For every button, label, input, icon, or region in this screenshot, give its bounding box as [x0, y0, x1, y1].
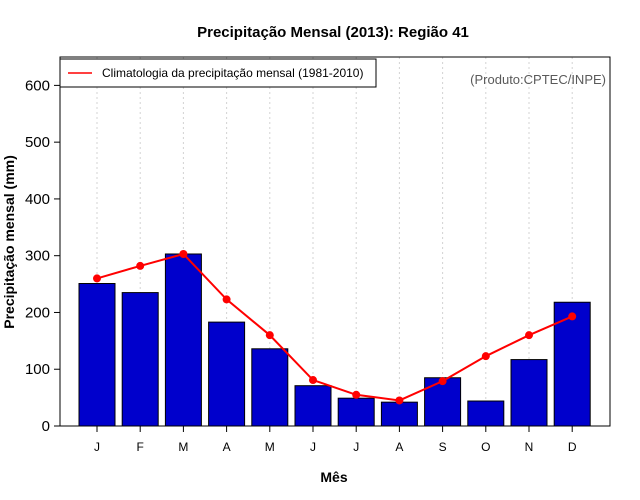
bar-8	[380, 401, 418, 427]
x-tick-label: D	[568, 440, 577, 454]
x-tick-label: M	[265, 440, 275, 454]
bar-5	[251, 348, 289, 427]
climatology-point-2	[136, 261, 145, 270]
bar-12	[553, 301, 591, 427]
y-axis: 0 100 200 300 400 500 600	[25, 77, 60, 435]
climatology-point-7	[352, 390, 361, 399]
x-tick-label: F	[137, 440, 144, 454]
x-tick-label: S	[439, 440, 447, 454]
climatology-line-layer	[93, 249, 577, 405]
climatology-point-12	[568, 312, 577, 321]
bar-10	[467, 400, 505, 427]
climatology-point-4	[222, 295, 231, 304]
climatology-point-1	[93, 274, 101, 283]
y-tick-label: 200	[25, 304, 50, 321]
x-tick-label: J	[94, 440, 100, 454]
climatology-point-6	[309, 376, 317, 385]
climatology-point-3	[179, 249, 188, 258]
x-tick-label: A	[223, 440, 231, 454]
bar-2	[121, 292, 159, 427]
x-tick-label: J	[310, 440, 316, 454]
y-tick-label: 500	[25, 134, 50, 151]
plot-frame	[59, 56, 611, 427]
chart-title: Precipitação Mensal (2013): Região 41	[197, 24, 469, 41]
x-tick-label: M	[178, 440, 188, 454]
y-tick-label: 300	[25, 248, 50, 265]
legend: Climatologia da precipitação mensal (198…	[59, 58, 377, 88]
bar-1	[78, 283, 116, 427]
y-tick-label: 400	[25, 191, 50, 208]
x-tick-label: J	[353, 440, 359, 454]
climatology-point-11	[525, 331, 533, 340]
bar-4	[208, 321, 246, 427]
grid-layer	[96, 57, 573, 426]
climatology-line	[96, 252, 573, 402]
climatology-point-5	[265, 331, 274, 340]
bar-3	[164, 253, 202, 427]
x-tick-label: A	[395, 440, 403, 454]
bars-layer	[78, 253, 591, 427]
x-tick-label: N	[525, 440, 534, 454]
x-axis-label: Mês	[320, 469, 347, 485]
y-tick-label: 600	[25, 77, 50, 94]
bar-11	[510, 359, 548, 427]
y-axis-label: Precipitação mensal (mm)	[1, 155, 17, 329]
legend-box	[59, 58, 377, 88]
bar-7	[337, 397, 375, 427]
y-tick-label: 0	[42, 418, 50, 435]
bar-6	[294, 385, 332, 427]
x-tick-label: O	[481, 440, 490, 454]
credit-annotation: (Produto:CPTEC/INPE)	[470, 72, 606, 87]
legend-entry-climatology: Climatologia da precipitação mensal (198…	[102, 66, 363, 80]
climatology-point-8	[395, 396, 404, 405]
climatology-point-10	[481, 352, 490, 361]
climatology-point-9	[438, 377, 447, 386]
y-tick-label: 100	[25, 361, 50, 378]
